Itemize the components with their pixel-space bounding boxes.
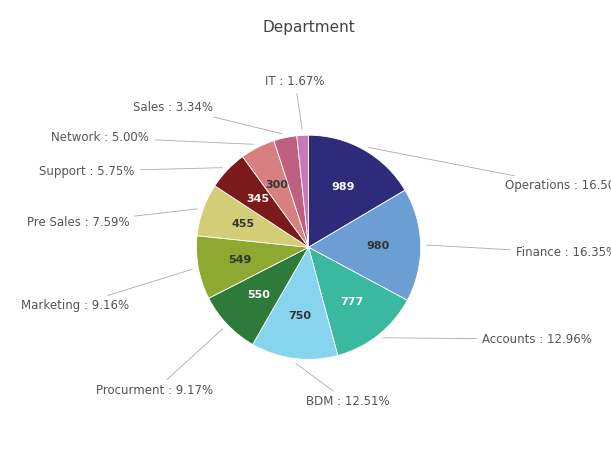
Wedge shape	[243, 141, 309, 247]
Wedge shape	[197, 236, 309, 298]
Text: 750: 750	[288, 311, 311, 321]
Wedge shape	[297, 135, 309, 247]
Text: BDM : 12.51%: BDM : 12.51%	[296, 364, 390, 409]
Text: Pre Sales : 7.59%: Pre Sales : 7.59%	[26, 209, 197, 229]
Wedge shape	[309, 247, 408, 355]
Wedge shape	[215, 157, 309, 247]
Text: Accounts : 12.96%: Accounts : 12.96%	[383, 333, 592, 346]
Text: 550: 550	[247, 290, 269, 300]
Text: IT : 1.67%: IT : 1.67%	[265, 75, 325, 129]
Wedge shape	[197, 186, 309, 247]
Text: Marketing : 9.16%: Marketing : 9.16%	[21, 269, 192, 312]
Text: Sales : 3.34%: Sales : 3.34%	[133, 101, 282, 134]
Wedge shape	[274, 136, 309, 247]
Wedge shape	[252, 247, 338, 359]
Text: 455: 455	[232, 219, 255, 229]
Text: 777: 777	[340, 297, 364, 307]
Text: 345: 345	[247, 194, 270, 204]
Title: Department: Department	[262, 20, 355, 35]
Text: Operations : 16.50%: Operations : 16.50%	[368, 147, 611, 192]
Text: Support : 5.75%: Support : 5.75%	[40, 165, 222, 177]
Wedge shape	[209, 247, 309, 344]
Wedge shape	[309, 135, 405, 247]
Text: Network : 5.00%: Network : 5.00%	[51, 131, 254, 144]
Text: Finance : 16.35%: Finance : 16.35%	[426, 245, 611, 259]
Text: 980: 980	[367, 241, 390, 251]
Text: Procurment : 9.17%: Procurment : 9.17%	[96, 329, 223, 397]
Text: 549: 549	[229, 255, 252, 265]
Text: 989: 989	[331, 182, 355, 192]
Text: 300: 300	[266, 180, 288, 190]
Wedge shape	[309, 190, 420, 300]
